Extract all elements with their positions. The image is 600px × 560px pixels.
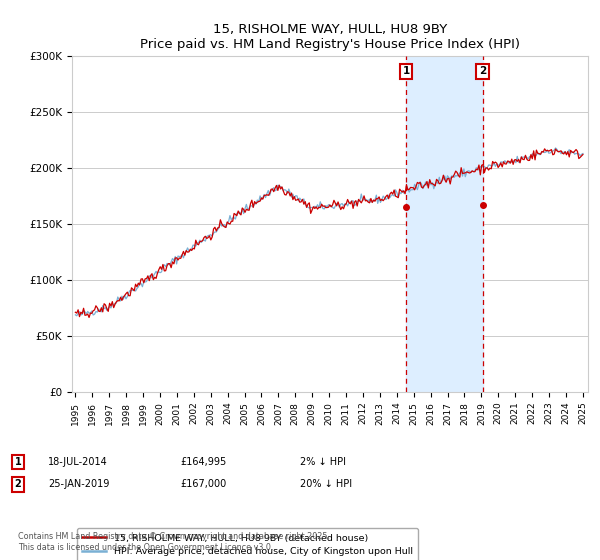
Text: £167,000: £167,000 bbox=[180, 479, 226, 489]
Text: 1: 1 bbox=[14, 457, 22, 467]
Text: Contains HM Land Registry data © Crown copyright and database right 2025.
This d: Contains HM Land Registry data © Crown c… bbox=[18, 532, 330, 552]
Text: 1: 1 bbox=[403, 66, 410, 76]
Text: 25-JAN-2019: 25-JAN-2019 bbox=[48, 479, 109, 489]
Text: 2% ↓ HPI: 2% ↓ HPI bbox=[300, 457, 346, 467]
Text: 2: 2 bbox=[479, 66, 486, 76]
Text: £164,995: £164,995 bbox=[180, 457, 226, 467]
Bar bbox=[406, 56, 482, 392]
Title: 15, RISHOLME WAY, HULL, HU8 9BY
Price paid vs. HM Land Registry's House Price In: 15, RISHOLME WAY, HULL, HU8 9BY Price pa… bbox=[140, 22, 520, 50]
Text: 18-JUL-2014: 18-JUL-2014 bbox=[48, 457, 108, 467]
Text: 2: 2 bbox=[14, 479, 22, 489]
Text: 20% ↓ HPI: 20% ↓ HPI bbox=[300, 479, 352, 489]
Legend: 15, RISHOLME WAY, HULL, HU8 9BY (detached house), HPI: Average price, detached h: 15, RISHOLME WAY, HULL, HU8 9BY (detache… bbox=[77, 528, 418, 560]
